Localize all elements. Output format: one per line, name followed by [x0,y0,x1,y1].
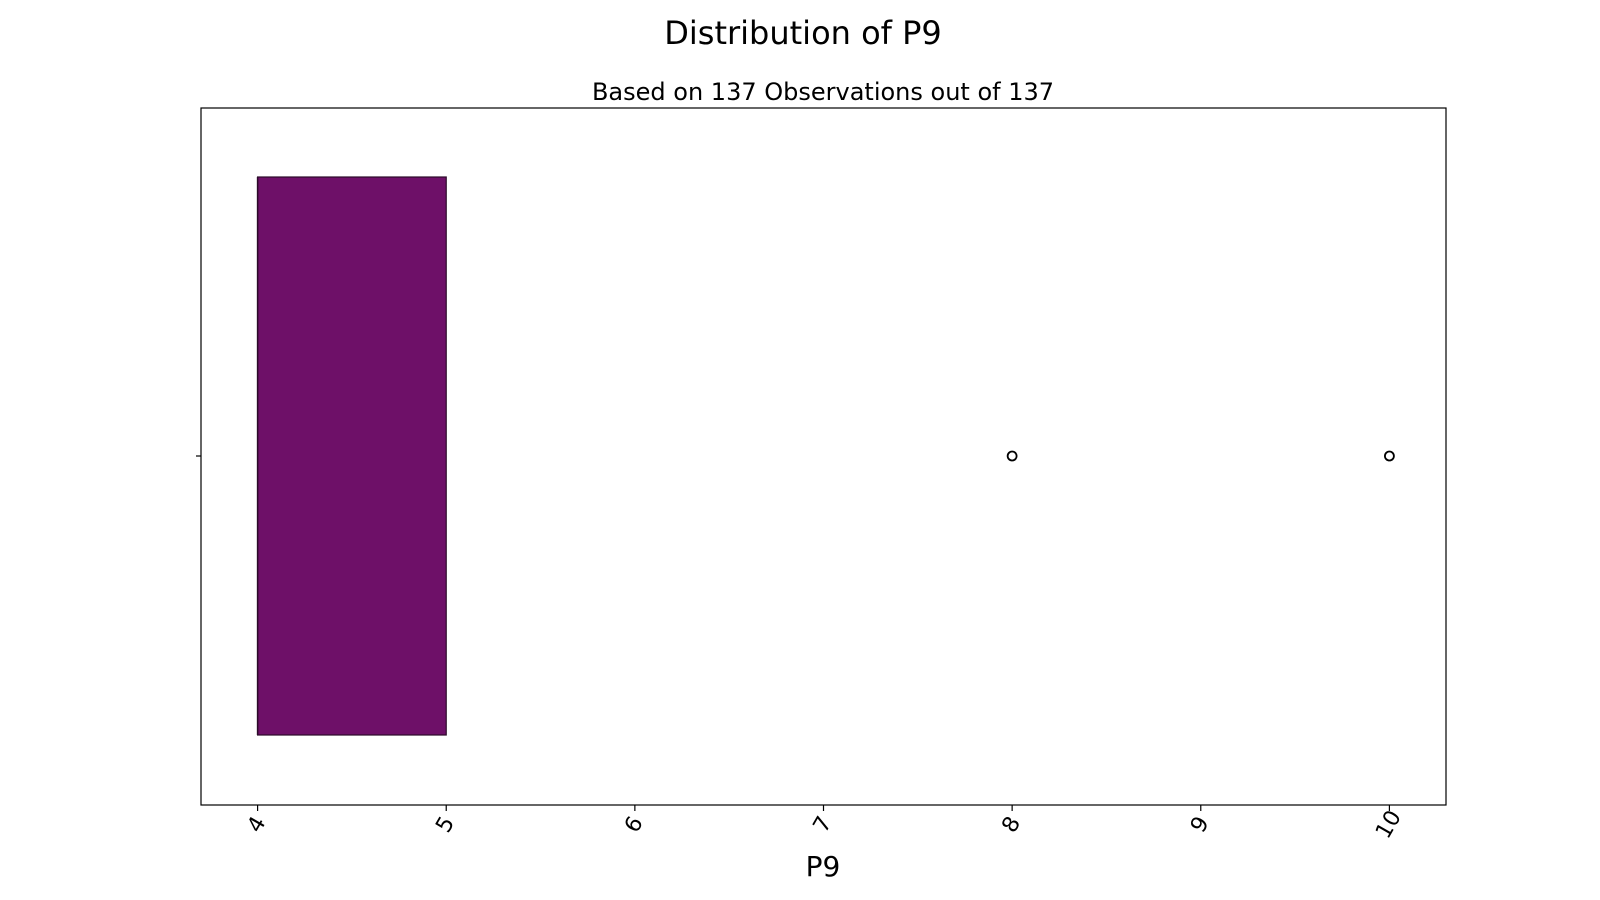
plot-marks [256,176,1395,736]
x-axis-label: P9 [806,850,841,883]
x-tick-label: 9 [1186,812,1215,837]
iqr-box [256,176,447,736]
chart-subtitle: Based on 137 Observations out of 137 [592,78,1054,106]
x-axis-ticks: 4 5 6 7 8 9 10 [243,805,1407,843]
outlier-point [1006,450,1018,462]
x-tick-label: 10 [1371,806,1407,843]
x-tick-label: 6 [620,812,649,837]
x-tick-label: 7 [809,812,838,837]
x-tick-label: 8 [997,812,1026,837]
chart-title: Distribution of P9 [664,14,942,52]
x-tick-label: 4 [243,812,272,837]
x-tick-label: 5 [431,812,460,837]
outlier-point [1384,450,1395,462]
